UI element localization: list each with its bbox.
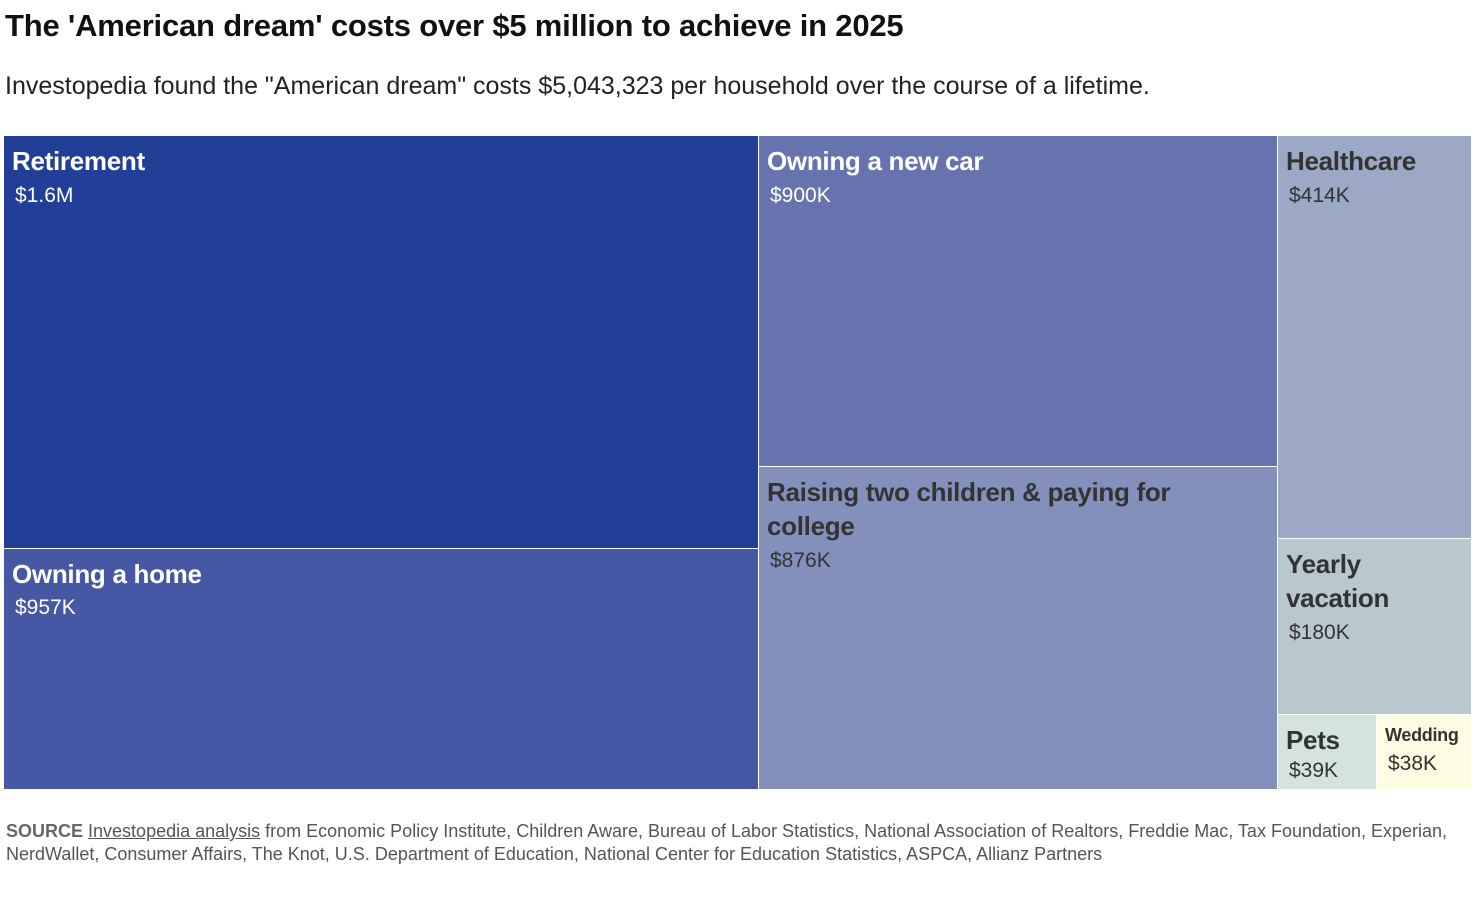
treemap-tile-pets: Pets $39K <box>1277 714 1377 790</box>
tile-label: Pets <box>1286 725 1340 755</box>
tile-value: $414K <box>1289 184 1350 207</box>
source-text: from Economic Policy Institute, Children… <box>6 821 1448 864</box>
tile-label: Owning a home <box>12 559 202 589</box>
tile-label: Raising two children & paying for colleg… <box>767 477 1171 541</box>
treemap-tile-owning-a-home: Owning a home $957K <box>3 548 759 790</box>
chart-title: The 'American dream' costs over $5 milli… <box>5 8 904 43</box>
tile-value: $39K <box>1289 759 1339 782</box>
treemap-tile-retirement: Retirement $1.6M <box>3 135 759 549</box>
tile-value: $957K <box>15 596 76 619</box>
tile-value: $876K <box>770 549 831 572</box>
source-label: SOURCE <box>6 821 84 841</box>
treemap-tile-raising-two-children-paying-for-college: Raising two children & paying for colleg… <box>758 466 1278 790</box>
tile-value: $1.6M <box>15 184 74 207</box>
tile-label: Retirement <box>12 146 145 176</box>
treemap-chart: Retirement $1.6M Owning a home $957K Owning … <box>3 135 1472 790</box>
tile-value: $900K <box>770 184 831 207</box>
tile-label: Healthcare <box>1286 146 1416 176</box>
tile-label: Owning a new car <box>767 146 984 176</box>
treemap-tile-owning-a-new-car: Owning a new car $900K <box>758 135 1278 467</box>
treemap-tile-healthcare: Healthcare $414K <box>1277 135 1472 539</box>
treemap-tile-yearly-vacation: Yearly vacation $180K <box>1277 538 1472 715</box>
chart-subtitle: Investopedia found the "American dream" … <box>5 72 1150 100</box>
source-note: SOURCE Investopedia analysis from Econom… <box>6 820 1466 866</box>
treemap-tile-wedding: Wedding $38K <box>1376 714 1472 790</box>
tile-value: $180K <box>1289 621 1350 644</box>
tile-label: Wedding <box>1385 725 1459 745</box>
tile-label: Yearly vacation <box>1286 549 1390 613</box>
source-link[interactable]: Investopedia analysis <box>88 821 261 841</box>
tile-value: $38K <box>1388 752 1438 775</box>
